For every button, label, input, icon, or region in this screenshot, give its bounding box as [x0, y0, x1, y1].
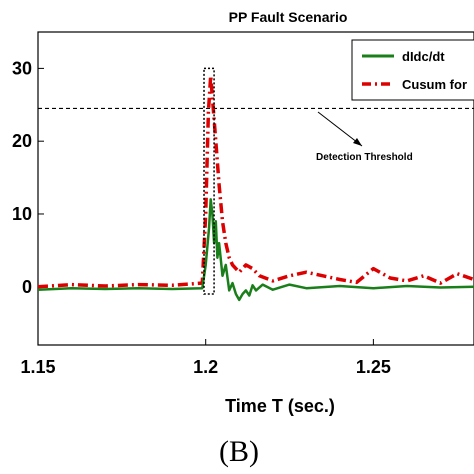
y-tick-label: 20 [12, 131, 32, 151]
x-axis-label: Time T (sec.) [225, 396, 335, 416]
x-tick-label: 1.2 [193, 357, 218, 377]
series-line-diddt [37, 198, 474, 302]
x-tick-label: 1.25 [356, 357, 391, 377]
x-tick-label: 1.15 [20, 357, 55, 377]
annotation-arrowhead [353, 138, 362, 146]
highlight-box [203, 67, 215, 295]
y-tick-label: 30 [12, 58, 32, 78]
y-tick-label: 10 [12, 204, 32, 224]
panel-label: (B) [219, 435, 259, 468]
threshold-annotation: Detection Threshold [316, 152, 413, 163]
annotation-arrow [317, 111, 363, 147]
y-axis: 0 10 20 30 [12, 58, 44, 297]
plot-frame [37, 31, 474, 346]
y-tick-label: 0 [22, 277, 32, 297]
legend-box [351, 39, 474, 101]
series-group [37, 73, 474, 302]
series-line-cusum [37, 73, 474, 289]
legend: dIdc/dt Cusum for [351, 39, 474, 101]
legend-label-cusum: Cusum for [402, 77, 467, 92]
x-axis: 1.15 1.2 1.25 [20, 339, 391, 377]
chart-title: PP Fault Scenario [229, 9, 348, 25]
legend-label-diddt: dIdc/dt [402, 49, 445, 64]
